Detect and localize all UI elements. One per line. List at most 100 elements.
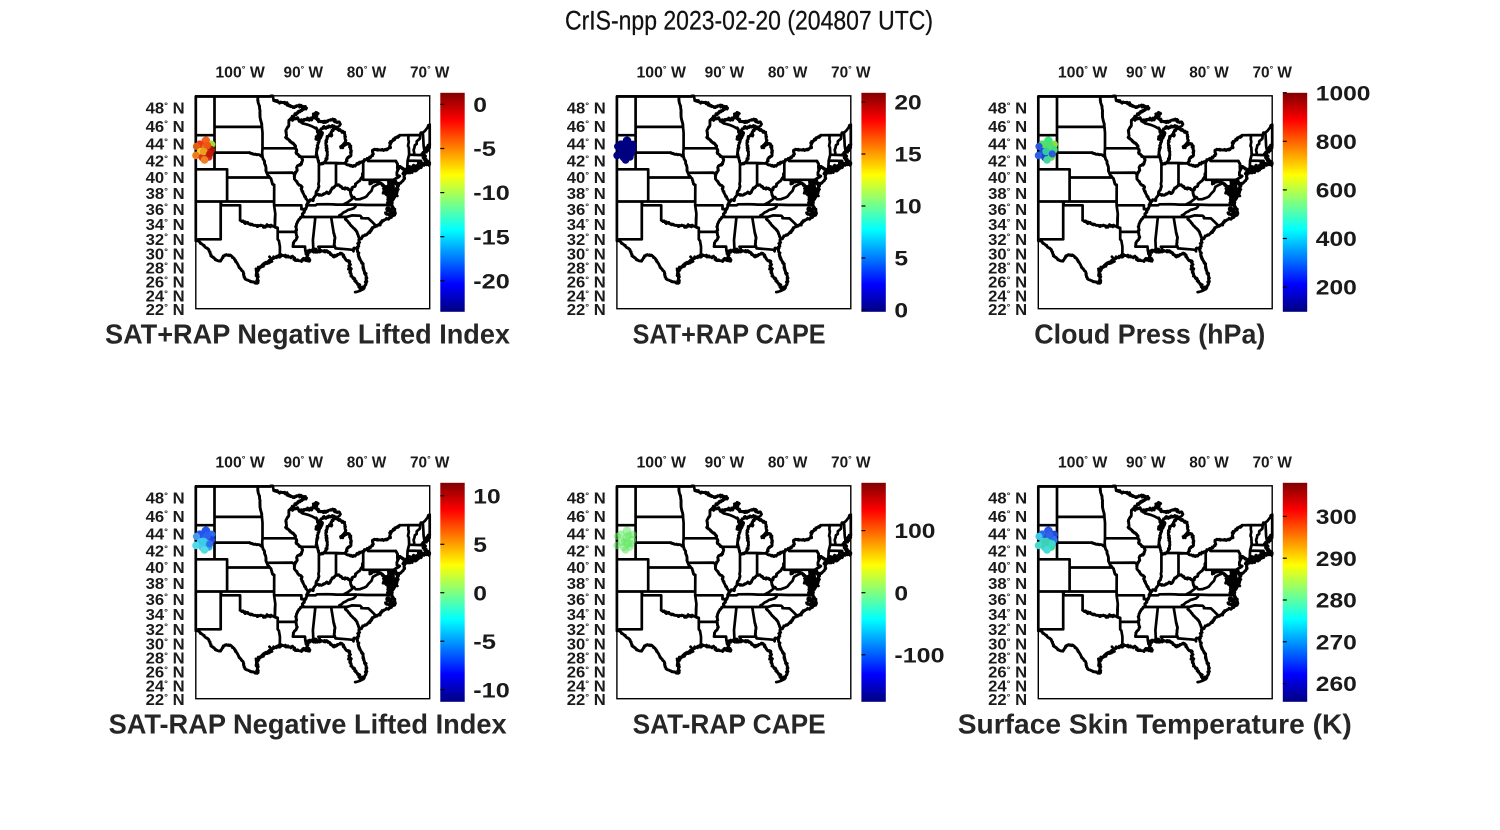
svg-text:26° N: 26° N — [567, 665, 606, 682]
svg-text:400: 400 — [1316, 227, 1357, 251]
svg-text:100° W: 100° W — [1058, 454, 1108, 471]
svg-text:48° N: 48° N — [146, 490, 185, 507]
svg-text:270: 270 — [1316, 630, 1357, 654]
svg-text:260: 260 — [1316, 672, 1357, 696]
svg-text:70° W: 70° W — [1252, 64, 1292, 81]
svg-text:SAT-RAP CAPE: SAT-RAP CAPE — [633, 708, 826, 739]
svg-text:CrIS-npp 2023-02-20 (204807 UT: CrIS-npp 2023-02-20 (204807 UTC) — [565, 5, 933, 35]
svg-text:28° N: 28° N — [988, 651, 1027, 668]
svg-text:200: 200 — [1316, 276, 1357, 300]
svg-text:5: 5 — [473, 533, 487, 557]
svg-text:30° N: 30° N — [567, 246, 606, 263]
svg-text:26° N: 26° N — [146, 665, 185, 682]
svg-text:-10: -10 — [473, 181, 509, 205]
svg-text:90° W: 90° W — [284, 64, 324, 81]
svg-text:44° N: 44° N — [567, 526, 606, 543]
svg-text:30° N: 30° N — [567, 636, 606, 653]
svg-text:48° N: 48° N — [988, 490, 1027, 507]
svg-text:100° W: 100° W — [636, 454, 686, 471]
svg-text:26° N: 26° N — [146, 275, 185, 292]
svg-text:36° N: 36° N — [146, 592, 185, 609]
svg-text:90° W: 90° W — [705, 64, 745, 81]
svg-text:-5: -5 — [473, 137, 496, 161]
svg-text:24° N: 24° N — [146, 288, 185, 305]
svg-text:15: 15 — [894, 143, 921, 167]
svg-text:30° N: 30° N — [988, 246, 1027, 263]
svg-text:26° N: 26° N — [988, 665, 1027, 682]
svg-text:30° N: 30° N — [146, 636, 185, 653]
svg-text:32° N: 32° N — [567, 232, 606, 249]
svg-text:34° N: 34° N — [567, 607, 606, 624]
svg-text:26° N: 26° N — [988, 275, 1027, 292]
svg-text:42° N: 42° N — [146, 543, 185, 560]
svg-text:40° N: 40° N — [988, 560, 1027, 577]
svg-text:24° N: 24° N — [567, 288, 606, 305]
svg-text:34° N: 34° N — [567, 217, 606, 234]
svg-text:46° N: 46° N — [988, 119, 1027, 136]
svg-text:100° W: 100° W — [215, 64, 265, 81]
svg-text:80° W: 80° W — [1189, 64, 1229, 81]
svg-text:280: 280 — [1316, 589, 1357, 613]
svg-text:40° N: 40° N — [988, 170, 1027, 187]
svg-text:38° N: 38° N — [146, 576, 185, 593]
svg-text:32° N: 32° N — [146, 232, 185, 249]
svg-text:46° N: 46° N — [146, 509, 185, 526]
svg-text:48° N: 48° N — [567, 100, 606, 117]
svg-text:0: 0 — [473, 581, 487, 605]
svg-text:28° N: 28° N — [988, 261, 1027, 278]
svg-text:100° W: 100° W — [636, 64, 686, 81]
svg-text:34° N: 34° N — [988, 607, 1027, 624]
svg-text:90° W: 90° W — [1126, 454, 1166, 471]
svg-text:48° N: 48° N — [146, 100, 185, 117]
svg-text:24° N: 24° N — [988, 288, 1027, 305]
svg-text:800: 800 — [1316, 130, 1357, 154]
svg-text:36° N: 36° N — [988, 592, 1027, 609]
svg-text:26° N: 26° N — [567, 275, 606, 292]
svg-text:36° N: 36° N — [146, 202, 185, 219]
svg-text:46° N: 46° N — [146, 119, 185, 136]
svg-text:100° W: 100° W — [215, 454, 265, 471]
svg-text:70° W: 70° W — [831, 64, 871, 81]
svg-text:42° N: 42° N — [988, 153, 1027, 170]
svg-text:70° W: 70° W — [410, 454, 450, 471]
svg-text:42° N: 42° N — [567, 153, 606, 170]
svg-text:44° N: 44° N — [988, 526, 1027, 543]
svg-text:42° N: 42° N — [567, 543, 606, 560]
svg-text:SAT+RAP CAPE: SAT+RAP CAPE — [633, 318, 826, 349]
svg-text:46° N: 46° N — [567, 509, 606, 526]
svg-text:32° N: 32° N — [988, 232, 1027, 249]
svg-text:22° N: 22° N — [988, 692, 1027, 709]
svg-text:44° N: 44° N — [567, 136, 606, 153]
svg-text:42° N: 42° N — [146, 153, 185, 170]
svg-text:38° N: 38° N — [988, 576, 1027, 593]
svg-text:100: 100 — [894, 519, 935, 543]
svg-text:70° W: 70° W — [1252, 454, 1292, 471]
svg-text:0: 0 — [894, 299, 908, 323]
svg-text:70° W: 70° W — [410, 64, 450, 81]
svg-text:0: 0 — [473, 93, 487, 117]
svg-text:600: 600 — [1316, 179, 1357, 203]
svg-text:40° N: 40° N — [146, 170, 185, 187]
svg-text:-20: -20 — [473, 269, 509, 293]
svg-text:80° W: 80° W — [347, 454, 387, 471]
svg-text:290: 290 — [1316, 547, 1357, 571]
svg-text:80° W: 80° W — [347, 64, 387, 81]
svg-text:10: 10 — [473, 484, 500, 508]
svg-text:5: 5 — [894, 247, 908, 271]
svg-text:SAT+RAP Negative Lifted Index: SAT+RAP Negative Lifted Index — [105, 318, 511, 349]
svg-text:36° N: 36° N — [567, 202, 606, 219]
svg-text:34° N: 34° N — [146, 217, 185, 234]
svg-text:46° N: 46° N — [988, 509, 1027, 526]
svg-text:22° N: 22° N — [146, 692, 185, 709]
svg-text:44° N: 44° N — [146, 136, 185, 153]
svg-text:90° W: 90° W — [284, 454, 324, 471]
svg-text:90° W: 90° W — [1126, 64, 1166, 81]
svg-text:30° N: 30° N — [146, 246, 185, 263]
svg-text:22° N: 22° N — [146, 302, 185, 319]
svg-text:0: 0 — [894, 581, 908, 605]
svg-text:34° N: 34° N — [988, 217, 1027, 234]
svg-text:40° N: 40° N — [146, 560, 185, 577]
svg-text:-15: -15 — [473, 225, 509, 249]
svg-text:38° N: 38° N — [567, 576, 606, 593]
svg-text:40° N: 40° N — [567, 170, 606, 187]
